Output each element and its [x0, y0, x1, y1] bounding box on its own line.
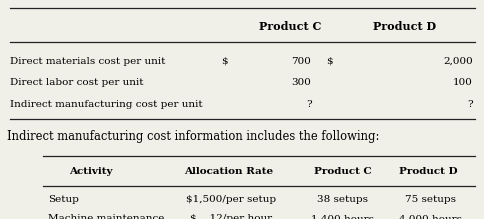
Text: 4,000 hours: 4,000 hours: [398, 214, 461, 219]
Text: Activity: Activity: [69, 167, 112, 176]
Text: Indirect manufacturing cost per unit: Indirect manufacturing cost per unit: [10, 100, 202, 109]
Text: 2,000: 2,000: [442, 57, 472, 66]
Text: Direct labor cost per unit: Direct labor cost per unit: [10, 78, 143, 87]
Text: Product D: Product D: [372, 21, 435, 32]
Text: $1,500/per setup: $1,500/per setup: [185, 195, 275, 204]
Text: 75 setups: 75 setups: [404, 195, 455, 204]
Text: $: $: [325, 57, 332, 66]
Text: Product C: Product C: [313, 167, 370, 176]
Text: Direct materials cost per unit: Direct materials cost per unit: [10, 57, 165, 66]
Text: ?: ?: [467, 100, 472, 109]
Text: Machine maintenance: Machine maintenance: [47, 214, 164, 219]
Text: 1,400 hours: 1,400 hours: [310, 214, 373, 219]
Text: $: $: [221, 57, 227, 66]
Text: Allocation Rate: Allocation Rate: [183, 167, 272, 176]
Text: Product C: Product C: [258, 21, 320, 32]
Text: Setup: Setup: [47, 195, 78, 204]
Text: 38 setups: 38 setups: [316, 195, 367, 204]
Text: $    12/per hour: $ 12/per hour: [189, 214, 271, 219]
Text: ?: ?: [305, 100, 311, 109]
Text: 100: 100: [452, 78, 472, 87]
Text: Indirect manufacturing cost information includes the following:: Indirect manufacturing cost information …: [7, 130, 379, 143]
Text: 700: 700: [291, 57, 311, 66]
Text: 300: 300: [291, 78, 311, 87]
Text: Product D: Product D: [398, 167, 456, 176]
